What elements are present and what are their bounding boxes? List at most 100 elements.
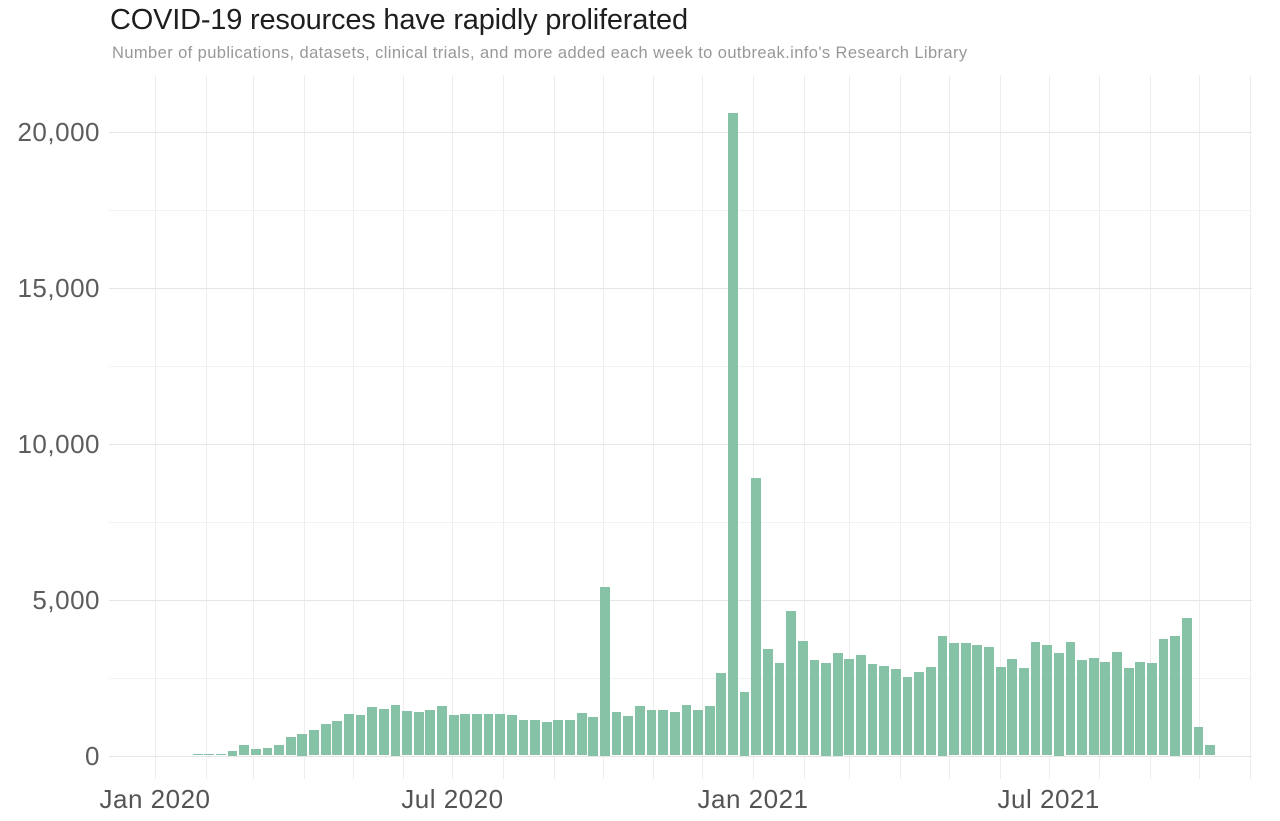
bar (1170, 636, 1181, 756)
bar (518, 719, 529, 756)
month-gridline (1048, 75, 1050, 779)
bar (402, 711, 413, 756)
bar (634, 706, 645, 756)
bar (344, 714, 354, 756)
major-gridline (109, 443, 1252, 445)
bar (355, 714, 366, 756)
bar (262, 747, 273, 756)
month-gridline (803, 75, 805, 779)
bar (600, 587, 610, 756)
bar (1123, 668, 1134, 756)
bar (506, 715, 517, 756)
bar (576, 713, 587, 756)
bar (320, 724, 331, 756)
bar (902, 676, 913, 756)
bar (809, 659, 820, 756)
bar (867, 663, 878, 756)
month-gridline (352, 75, 354, 779)
bar (821, 662, 831, 756)
bar (1158, 639, 1169, 756)
bar (588, 716, 599, 756)
bar (704, 706, 715, 756)
bar (285, 736, 296, 756)
bar (1112, 651, 1122, 756)
bar (472, 713, 482, 756)
bar (693, 709, 703, 756)
bar (460, 714, 471, 756)
x-axis-tick-label: Jan 2021 (697, 784, 809, 814)
month-gridline (900, 75, 902, 779)
month-gridline (253, 75, 254, 779)
bar (378, 709, 389, 756)
bar (1193, 727, 1204, 756)
bar (1042, 644, 1053, 756)
bar (1205, 744, 1215, 756)
bar (437, 705, 447, 756)
minor-gridline (109, 521, 1252, 523)
bar (367, 706, 378, 756)
bar (646, 710, 657, 756)
bar (541, 722, 552, 756)
bar (227, 751, 238, 756)
bar (1100, 661, 1111, 756)
month-gridline (205, 75, 207, 779)
month-gridline (849, 75, 851, 779)
bar (274, 744, 285, 756)
major-gridline (109, 131, 1252, 133)
bar (1135, 661, 1146, 756)
month-gridline (1249, 75, 1251, 779)
major-gridline (109, 755, 1252, 757)
bar (762, 648, 773, 756)
y-axis-tick-label: 20,000 (17, 116, 100, 147)
month-gridline (653, 75, 655, 779)
month-gridline (403, 75, 405, 779)
bar (565, 719, 575, 756)
bar (984, 646, 994, 756)
bar (995, 666, 1006, 756)
month-gridline (602, 75, 604, 779)
minor-gridline (109, 365, 1252, 367)
bar (890, 669, 901, 756)
bar (553, 720, 564, 756)
minor-gridline (109, 677, 1252, 679)
bar (1065, 641, 1076, 756)
y-axis-tick-label: 0 (85, 740, 100, 771)
bar (960, 643, 971, 756)
month-gridline (949, 75, 951, 779)
bar (192, 753, 203, 756)
bar (483, 714, 494, 756)
bar (204, 753, 215, 756)
month-gridline (999, 75, 1001, 779)
bar (250, 749, 261, 756)
bar (1053, 652, 1064, 756)
month-gridline (702, 75, 704, 779)
bar (949, 643, 959, 756)
bar (1146, 662, 1157, 756)
major-gridline (109, 287, 1252, 289)
bar (623, 716, 634, 756)
bar (658, 709, 669, 756)
y-axis-tick-label: 5,000 (32, 584, 100, 615)
month-gridline (1099, 75, 1101, 779)
bar (1088, 658, 1099, 756)
bar (332, 721, 343, 756)
month-gridline (155, 75, 156, 779)
bar (774, 663, 785, 756)
bar (239, 744, 250, 756)
bar (1077, 659, 1087, 756)
month-gridline (452, 75, 454, 779)
y-axis-tick-label: 15,000 (17, 272, 100, 303)
bar (1007, 659, 1018, 756)
bar (728, 112, 738, 756)
bar (297, 734, 308, 756)
chart-title: COVID-19 resources have rapidly prolifer… (110, 4, 688, 36)
month-gridline (503, 75, 504, 779)
bar (390, 705, 401, 756)
bar (1181, 618, 1192, 756)
bar (832, 652, 843, 756)
bar (844, 659, 855, 756)
month-gridline (1199, 75, 1201, 779)
bar (611, 711, 622, 756)
